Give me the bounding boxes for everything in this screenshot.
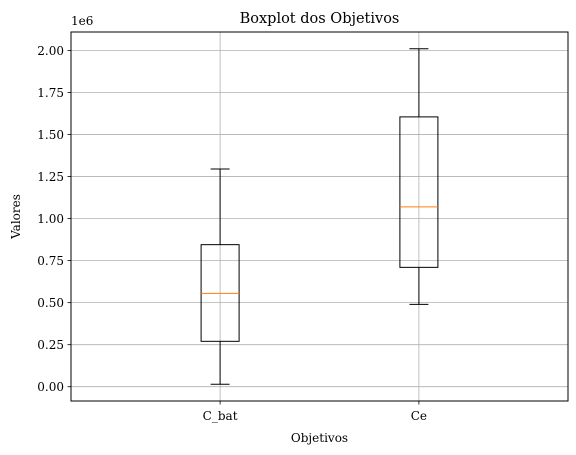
x-tick-label: Ce (411, 409, 427, 423)
y-tick-label: 0.00 (37, 380, 64, 394)
plot-frame (70, 31, 569, 402)
box-Ce (399, 48, 439, 305)
y-axis-label: Valores (9, 194, 23, 240)
tick-layer: 0.00 0.25 0.50 0.75 1.00 1.25 1.50 1.75 2.00 C_ba… (37, 44, 427, 423)
y-tick-label: 0.50 (37, 296, 64, 310)
y-tick-label: 1.50 (37, 128, 64, 142)
y-axis-offset-label: 1e6 (71, 14, 93, 28)
box-C_bat (200, 168, 240, 385)
y-tick-label: 1.25 (37, 170, 64, 184)
grid-lines (71, 32, 568, 401)
y-tick-label: 2.00 (37, 44, 64, 58)
y-tick-label: 1.00 (37, 212, 64, 226)
x-axis-label: Objetivos (291, 431, 348, 445)
iqr-box (399, 116, 439, 268)
x-tick-label: C_bat (203, 409, 238, 423)
y-tick-label: 1.75 (37, 86, 64, 100)
chart-title: Boxplot dos Objetivos (240, 11, 400, 27)
y-tick-label: 0.25 (37, 338, 64, 352)
y-tick-label: 0.75 (37, 254, 64, 268)
box-layer (200, 48, 439, 385)
